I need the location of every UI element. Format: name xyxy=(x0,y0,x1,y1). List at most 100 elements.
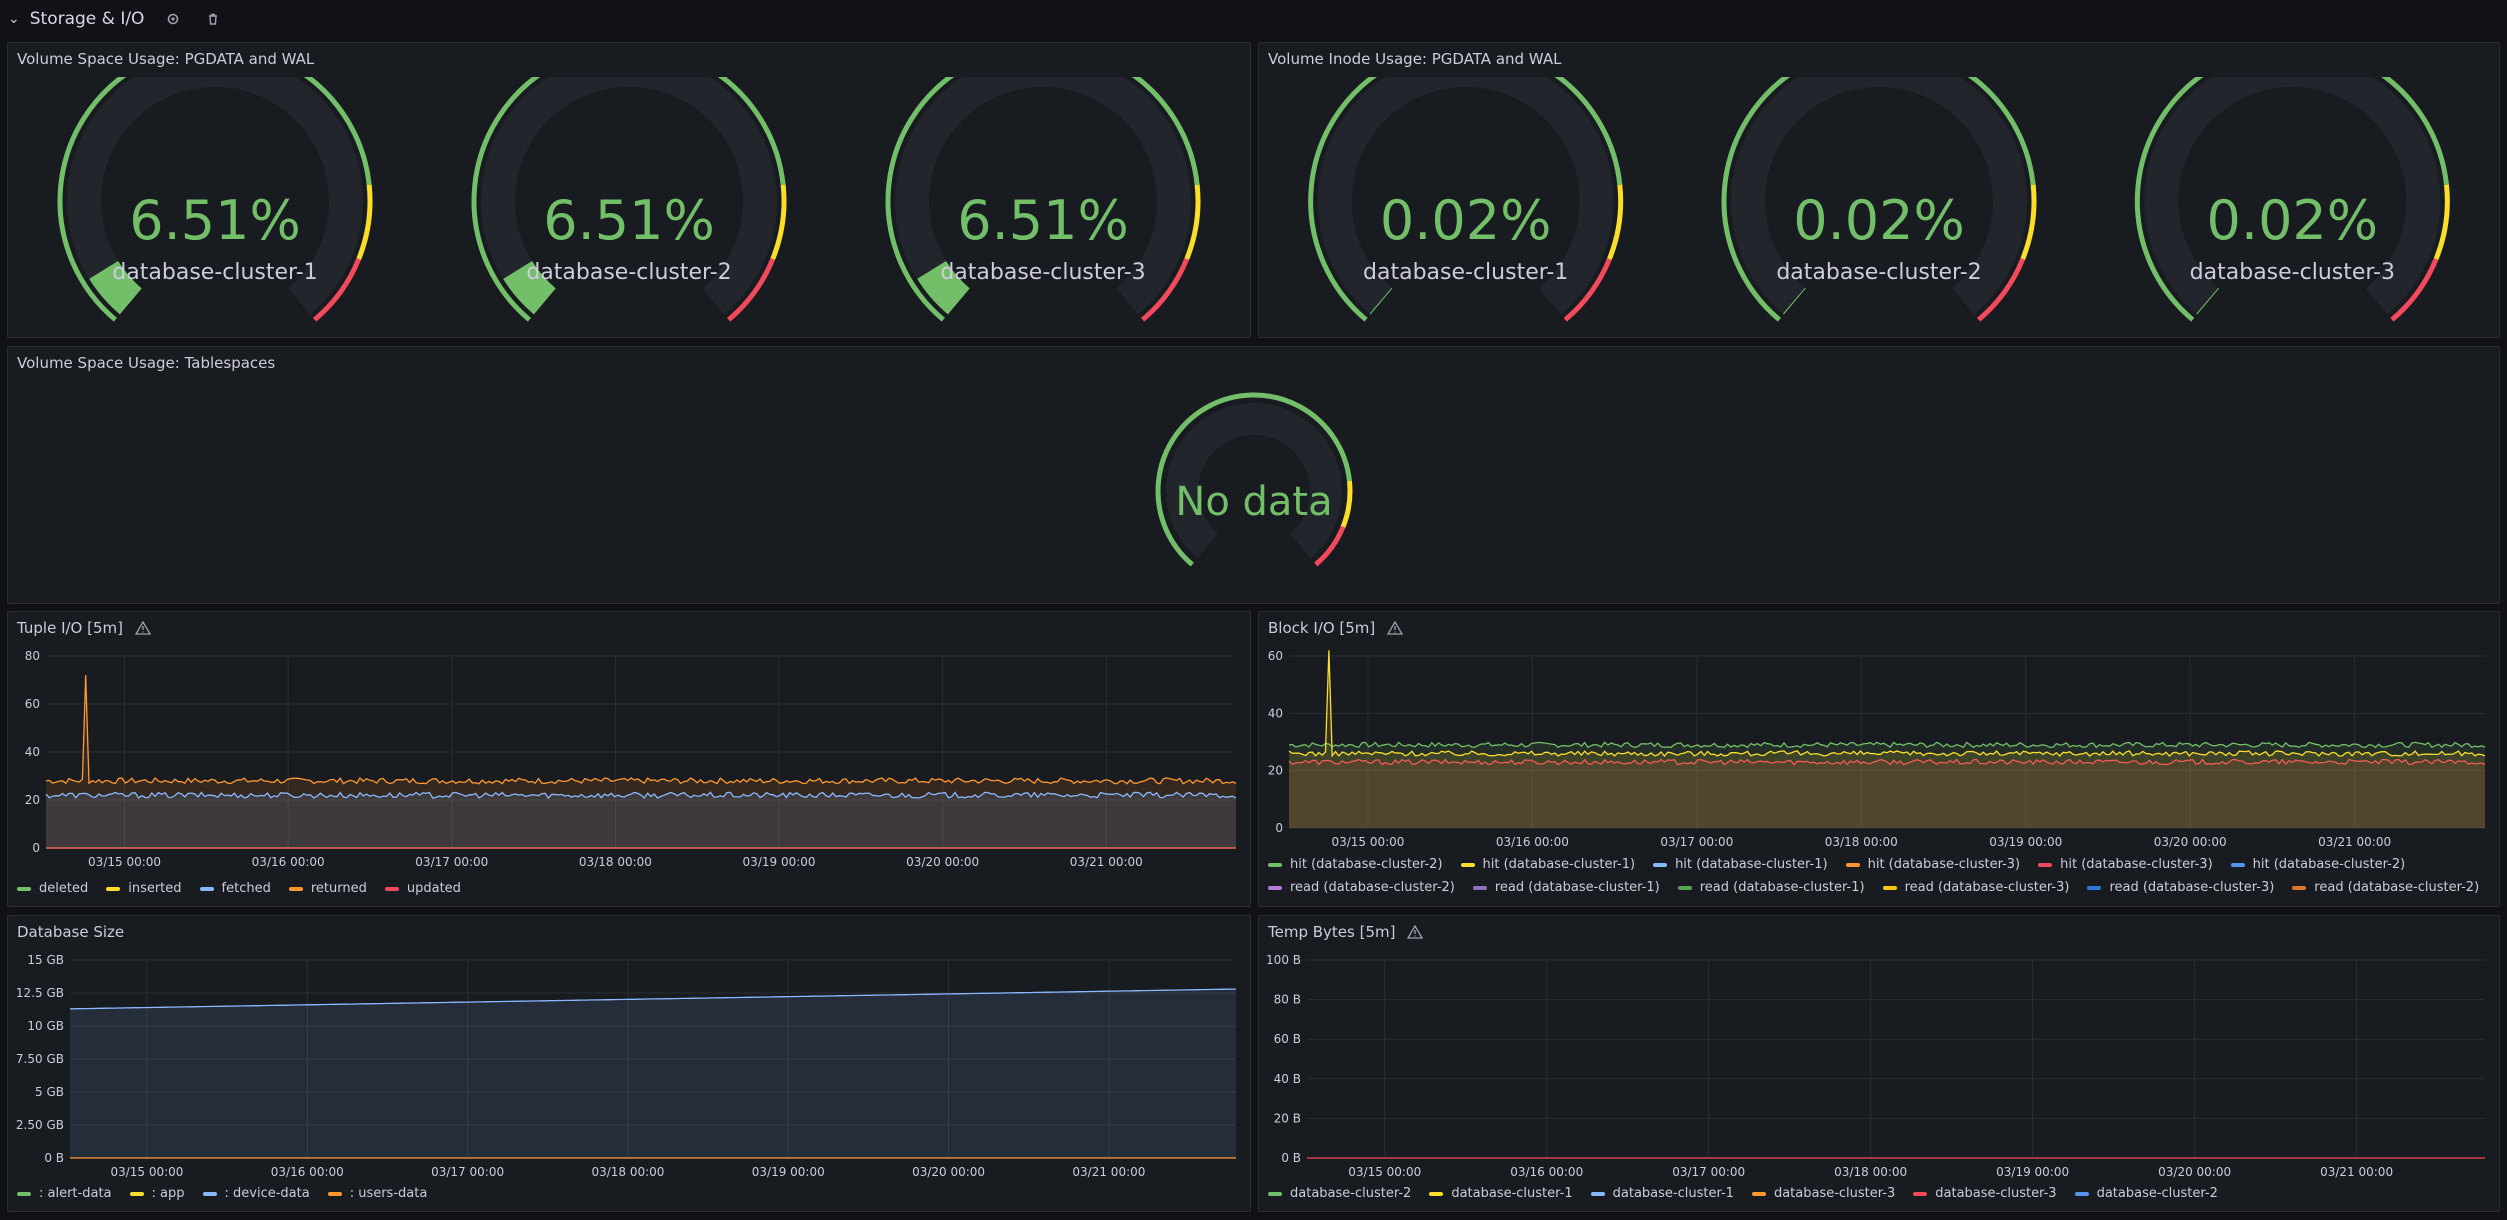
series-line xyxy=(1288,741,2486,749)
database-size-chart[interactable]: 0 B 2.50 GB 5 GB 7.50 GB 10 GB 12.5 GB 15 GB 03… xyxy=(8,950,1250,1190)
legend-item[interactable]: hit (database-cluster-1) xyxy=(1653,857,1828,872)
panel-volume-space-usage[interactable]: Volume Space Usage: PGDATA and WAL 6.51%… xyxy=(7,42,1251,338)
legend-item[interactable]: database-cluster-1 xyxy=(1429,1186,1573,1201)
legend-label: database-cluster-3 xyxy=(1773,1186,1896,1201)
legend-label: database-cluster-3 xyxy=(1935,1186,2057,1201)
block-io-chart[interactable]: 0 20 40 60 03/15 00:00 03/16 00:00 03/17 00:00… xyxy=(1259,646,2499,866)
y-tick-label: 12.5 GB xyxy=(16,986,64,1000)
legend-label: database-cluster-1 xyxy=(1612,1186,1734,1201)
x-tick-label: 03/15 00:00 xyxy=(1348,1165,1421,1179)
legend-swatch xyxy=(202,1191,217,1196)
legend-label: inserted xyxy=(128,881,182,896)
legend-swatch xyxy=(2292,885,2307,890)
legend-item[interactable]: database-cluster-3 xyxy=(1751,1186,1896,1201)
series-line xyxy=(1288,650,2486,758)
no-data-text: No data xyxy=(1175,479,1332,525)
legend-item[interactable]: database-cluster-2 xyxy=(2074,1186,2218,1201)
panel-volume-inode-usage[interactable]: Volume Inode Usage: PGDATA and WAL 0.02%… xyxy=(1258,42,2500,338)
legend-swatch xyxy=(17,1191,31,1196)
legend-item[interactable]: : device-data xyxy=(202,1186,310,1201)
legend-label: : users-data xyxy=(349,1186,428,1201)
warning-icon[interactable] xyxy=(1407,925,1424,939)
gauge-track xyxy=(2144,77,2441,315)
gauge-value-fill xyxy=(89,260,143,315)
legend-item[interactable]: hit (database-cluster-1) xyxy=(1460,857,1635,872)
series-area xyxy=(46,675,1236,848)
x-tick-label: 03/17 00:00 xyxy=(415,855,488,869)
legend-label: updated xyxy=(406,881,461,896)
chevron-down-icon[interactable]: ⌄ xyxy=(8,11,20,27)
legend-item[interactable]: database-cluster-1 xyxy=(1590,1186,1734,1201)
legend-label: hit (database-cluster-1) xyxy=(1675,857,1828,872)
y-tick-label: 40 B xyxy=(1274,1072,1301,1086)
gauge-value: 0.02% xyxy=(1793,189,1965,252)
panel-title[interactable]: Block I/O [5m] xyxy=(1268,619,1376,637)
legend-item[interactable]: read (database-cluster-1) xyxy=(1677,880,1865,895)
x-tick-label: 03/20 00:00 xyxy=(912,1165,985,1179)
gear-icon[interactable] xyxy=(162,8,184,30)
legend-item[interactable]: database-cluster-2 xyxy=(1268,1186,1411,1201)
legend: database-cluster-2 database-cluster-1 data… xyxy=(1268,1186,2218,1201)
temp-bytes-chart[interactable]: 0 B 20 B 40 B 60 B 80 B 100 B 03/15 00:00 03/16… xyxy=(1259,950,2499,1190)
panel-title[interactable]: Volume Space Usage: PGDATA and WAL xyxy=(17,50,315,68)
gauge-label: database-cluster-3 xyxy=(940,260,1145,285)
legend-item[interactable]: fetched xyxy=(199,881,271,896)
legend-swatch xyxy=(1460,862,1475,867)
legend-label: hit (database-cluster-2) xyxy=(2252,857,2406,872)
x-tick-label: 03/20 00:00 xyxy=(2154,835,2227,849)
panel-title[interactable]: Tuple I/O [5m] xyxy=(17,619,123,637)
legend-item[interactable]: hit (database-cluster-2) xyxy=(1268,857,1443,872)
panel-title[interactable]: Volume Inode Usage: PGDATA and WAL xyxy=(1268,50,1562,68)
legend-item[interactable]: read (database-cluster-2) xyxy=(2292,880,2479,895)
legend-label: hit (database-cluster-2) xyxy=(1290,857,1443,872)
y-tick-label: 7.50 GB xyxy=(16,1052,64,1066)
panel-temp-bytes[interactable]: Temp Bytes [5m] 0 B 20 B 40 B 60 B 80 B 100 B… xyxy=(1258,915,2500,1212)
trash-icon[interactable] xyxy=(202,8,224,30)
legend-item[interactable]: : users-data xyxy=(327,1186,428,1201)
panel-block-io[interactable]: Block I/O [5m] 0 20 40 60 03/15 00:00 03/16 0… xyxy=(1258,611,2500,907)
panel-tuple-io[interactable]: Tuple I/O [5m] 0 20 40 60 80 03/15 00:00 03/16… xyxy=(7,611,1251,907)
legend-item[interactable]: updated xyxy=(384,881,461,896)
gauge: 0.02% database-cluster-2 xyxy=(1721,77,2037,322)
gauge-value: 6.51% xyxy=(543,189,715,252)
legend-item[interactable]: read (database-cluster-2) xyxy=(1268,880,1455,895)
panel-title[interactable]: Volume Space Usage: Tablespaces xyxy=(17,354,276,372)
y-tick-label: 40 xyxy=(25,745,40,759)
threshold-band-yellow xyxy=(2433,184,2450,260)
row-header[interactable]: ⌄ Storage & I/O xyxy=(8,4,224,34)
legend-item[interactable]: read (database-cluster-3) xyxy=(1882,880,2070,895)
legend: hit (database-cluster-2) hit (database-cl… xyxy=(1268,857,2488,895)
gauge-label: database-cluster-3 xyxy=(2190,260,2395,285)
legend-item[interactable]: hit (database-cluster-2) xyxy=(2230,857,2406,872)
legend-item[interactable]: database-cluster-3 xyxy=(1913,1186,2057,1201)
panel-title[interactable]: Database Size xyxy=(17,923,125,941)
legend-item[interactable]: inserted xyxy=(106,881,182,896)
legend-item[interactable]: read (database-cluster-3) xyxy=(2087,880,2274,895)
legend-label: read (database-cluster-1) xyxy=(1494,880,1660,895)
legend-label: read (database-cluster-3) xyxy=(1904,880,2070,895)
legend-item[interactable]: hit (database-cluster-3) xyxy=(1845,857,2020,872)
gauge: 0.02% database-cluster-1 xyxy=(1308,77,1624,322)
legend-item[interactable]: returned xyxy=(288,881,367,896)
legend-item[interactable]: deleted xyxy=(17,881,88,896)
gauge: 0.02% database-cluster-3 xyxy=(2134,77,2450,322)
row-title[interactable]: Storage & I/O xyxy=(29,9,145,29)
legend-item[interactable]: hit (database-cluster-3) xyxy=(2038,857,2213,872)
warning-icon[interactable] xyxy=(1387,621,1404,635)
y-tick-label: 0 xyxy=(32,841,40,855)
legend-item[interactable]: : alert-data xyxy=(17,1186,112,1201)
legend-swatch xyxy=(2074,1191,2089,1196)
panel-title[interactable]: Temp Bytes [5m] xyxy=(1268,923,1396,941)
x-tick-label: 03/16 00:00 xyxy=(252,855,325,869)
legend-item[interactable]: : app xyxy=(129,1186,185,1201)
gauge-label: database-cluster-1 xyxy=(112,260,317,285)
panel-tablespaces[interactable]: Volume Space Usage: Tablespaces No data xyxy=(7,346,2500,604)
threshold-band-green xyxy=(1308,77,1623,322)
panel-database-size[interactable]: Database Size 0 B 2.50 GB 5 GB 7.50 GB 10 GB… xyxy=(7,915,1251,1212)
tuple-io-chart[interactable]: 0 20 40 60 80 03/15 00:00 03/16 00:00 03/17 00:… xyxy=(8,646,1250,886)
legend-item[interactable]: read (database-cluster-1) xyxy=(1472,880,1660,895)
warning-icon[interactable] xyxy=(135,621,151,635)
threshold-band-red xyxy=(2390,258,2439,322)
threshold-band-green xyxy=(2134,77,2449,322)
x-tick-label: 03/16 00:00 xyxy=(271,1165,344,1179)
